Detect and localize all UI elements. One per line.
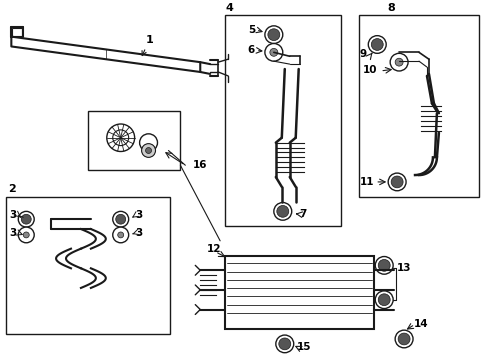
Text: 6: 6 (247, 45, 255, 55)
Circle shape (388, 173, 406, 191)
Circle shape (378, 260, 390, 271)
Text: 2: 2 (8, 184, 16, 194)
Circle shape (113, 227, 129, 243)
Text: 8: 8 (387, 3, 395, 13)
Bar (12, 28, 22, 36)
Text: 15: 15 (297, 342, 311, 352)
Text: 1: 1 (142, 35, 153, 55)
Circle shape (146, 148, 151, 153)
Text: 11: 11 (359, 177, 374, 187)
Circle shape (18, 227, 34, 243)
Text: 7: 7 (300, 209, 307, 219)
Text: 10: 10 (362, 65, 377, 75)
Circle shape (391, 176, 403, 188)
Circle shape (371, 39, 383, 50)
Circle shape (279, 338, 291, 350)
Circle shape (276, 335, 294, 353)
Circle shape (23, 232, 29, 238)
Bar (88, 111, 180, 170)
Text: 9: 9 (359, 49, 367, 59)
Circle shape (398, 333, 410, 345)
Text: 14: 14 (414, 319, 429, 329)
Circle shape (140, 134, 157, 152)
Text: 3: 3 (136, 210, 143, 220)
Circle shape (265, 44, 283, 61)
Text: 16: 16 (193, 160, 208, 170)
Bar (359, 15, 479, 197)
Text: 4: 4 (225, 3, 233, 13)
Text: 3: 3 (9, 228, 17, 238)
Circle shape (277, 206, 289, 217)
Text: 5: 5 (247, 25, 255, 35)
Circle shape (142, 144, 155, 157)
Bar (6, 197, 171, 334)
Circle shape (21, 214, 31, 224)
Text: 3: 3 (136, 228, 143, 238)
Circle shape (118, 232, 123, 238)
Circle shape (265, 26, 283, 44)
Bar (225, 256, 374, 329)
Circle shape (270, 49, 278, 56)
Circle shape (395, 330, 413, 348)
Text: 3: 3 (9, 210, 17, 220)
Circle shape (113, 211, 129, 227)
Circle shape (375, 257, 393, 274)
Circle shape (116, 214, 125, 224)
Circle shape (375, 291, 393, 309)
Circle shape (268, 29, 280, 41)
Circle shape (107, 124, 135, 152)
Circle shape (378, 294, 390, 306)
Bar (225, 15, 342, 226)
Text: 13: 13 (397, 263, 412, 273)
Circle shape (390, 53, 408, 71)
Circle shape (18, 211, 34, 227)
Circle shape (368, 36, 386, 53)
Text: 12: 12 (207, 244, 221, 254)
Circle shape (395, 58, 403, 66)
Circle shape (113, 130, 129, 145)
Circle shape (274, 203, 292, 220)
